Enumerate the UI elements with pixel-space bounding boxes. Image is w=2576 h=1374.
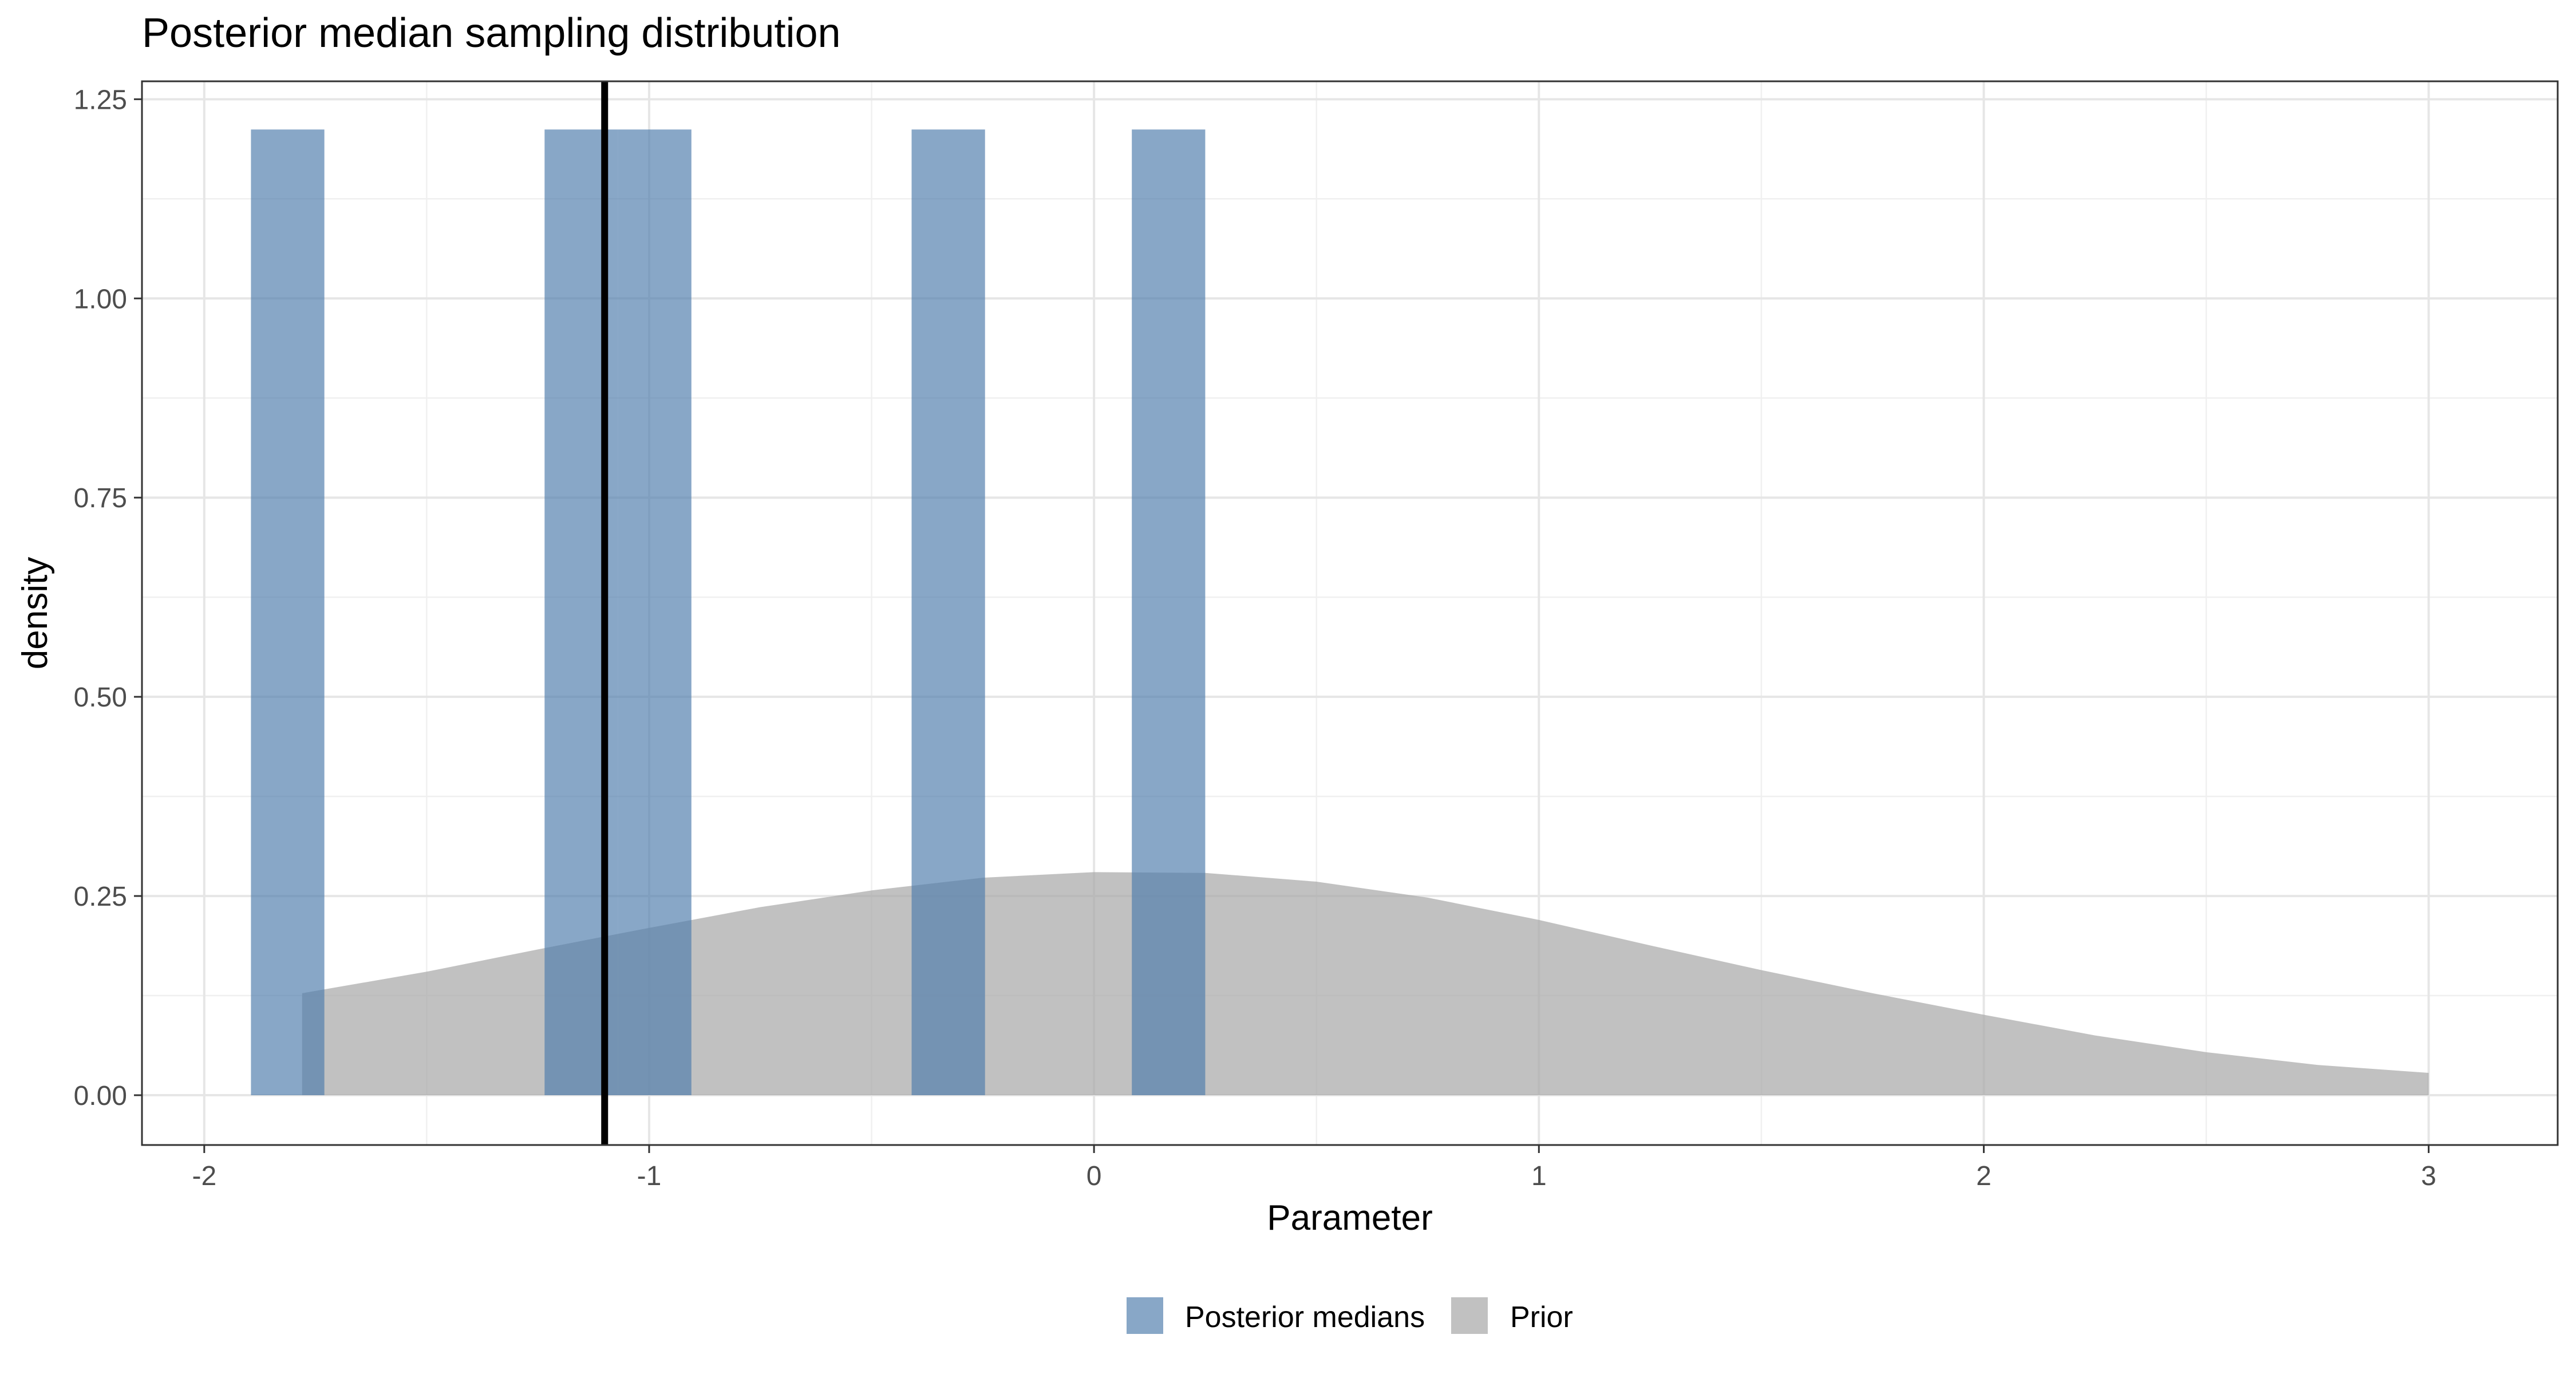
histogram-bar: [618, 129, 692, 1096]
x-tick-label: -1: [637, 1161, 662, 1191]
histogram-bar: [251, 129, 325, 1096]
histogram-bar: [1132, 129, 1206, 1096]
chart-title: Posterior median sampling distribution: [142, 10, 841, 56]
y-tick-label: 0.75: [74, 483, 127, 514]
y-tick-label: 1.25: [74, 85, 127, 115]
x-tick-label: 2: [1976, 1161, 1992, 1191]
x-tick-label: 1: [1531, 1161, 1547, 1191]
x-tick-label: 3: [2421, 1161, 2436, 1191]
legend-swatch-posterior-medians: [1127, 1297, 1163, 1334]
x-tick-label: -2: [192, 1161, 216, 1191]
x-axis-label: Parameter: [1267, 1198, 1432, 1238]
y-tick-label: 1.00: [74, 284, 127, 314]
plot-border: [141, 80, 2559, 1146]
y-axis: 0.00 0.25 0.50 0.75 1.00 1.25: [74, 85, 142, 1111]
y-tick-label: 0.50: [74, 682, 127, 713]
prior-density-area: [302, 872, 2429, 1096]
y-tick-label: 0.25: [74, 882, 127, 912]
y-axis-label: density: [15, 557, 55, 669]
legend: Posterior medians Prior: [1127, 1297, 1573, 1334]
y-tick-label: 0.00: [74, 1081, 127, 1111]
x-tick-label: 0: [1086, 1161, 1102, 1191]
histogram-bar: [911, 129, 985, 1096]
legend-swatch-prior: [1451, 1297, 1488, 1334]
legend-label-posterior-medians: Posterior medians: [1185, 1301, 1425, 1334]
legend-label-prior: Prior: [1510, 1301, 1573, 1334]
posterior-medians-series: [251, 129, 1206, 1096]
x-axis: -2 -1 0 1 2 3: [192, 1145, 2436, 1191]
prior-series: [302, 872, 2429, 1096]
